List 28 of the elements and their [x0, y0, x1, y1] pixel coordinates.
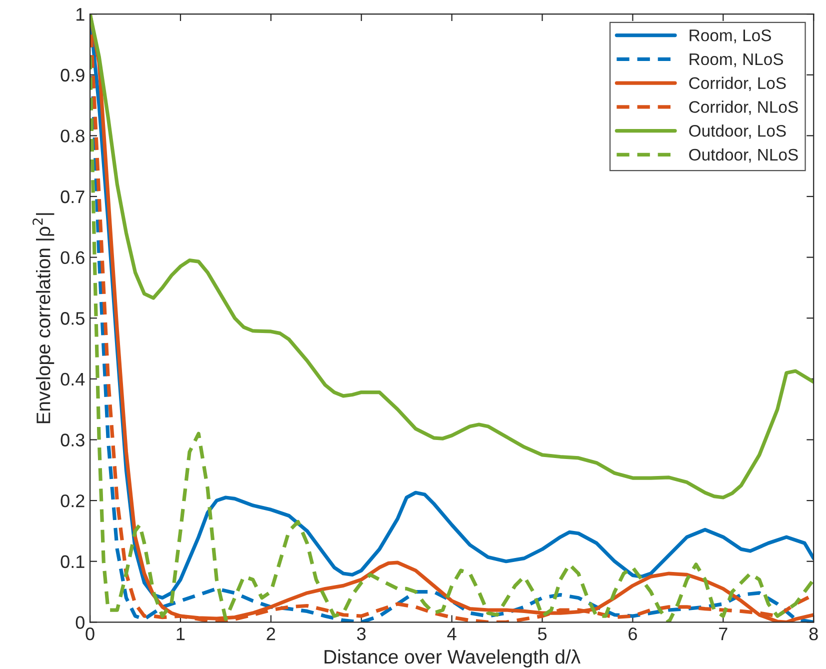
x-tick-label: 7: [719, 628, 728, 640]
legend-label: Corridor, LoS: [689, 76, 786, 91]
legend-label: Room, NLoS: [690, 53, 784, 68]
x-tick-label: 0: [86, 628, 94, 640]
y-tick-label: 0.9: [60, 68, 84, 82]
x-tick-label: 3: [357, 628, 366, 640]
x-tick-label: 1: [176, 628, 185, 640]
legend-label: Outdoor, NLoS: [689, 148, 798, 163]
y-tick-label: 0.3: [60, 434, 84, 446]
y-tick-label: 0.2: [60, 494, 84, 508]
x-tick-label: 5: [538, 628, 547, 640]
y-tick-label: 0: [76, 616, 84, 629]
x-axis-title: Distance over Wavelength d/λ: [324, 649, 580, 668]
y-tick-label: 0.1: [60, 555, 84, 568]
x-tick-label: 8: [809, 628, 818, 640]
y-tick-label: 0.4: [60, 372, 85, 386]
y-tick-label: 0.5: [60, 312, 84, 325]
y-tick-label: 0.8: [60, 130, 84, 142]
y-tick-label: 1: [76, 8, 84, 21]
y-tick-label: 0.6: [60, 251, 84, 264]
y-tick-label: 0.7: [60, 190, 84, 204]
y-axis-title: Envelope correlation |ρ$^{2}$|: [32, 213, 54, 424]
x-tick-label: 4: [447, 628, 456, 640]
legend-label: Corridor, NLoS: [689, 100, 798, 115]
x-tick-label: 2: [266, 628, 276, 640]
x-tick-label: 6: [628, 628, 637, 640]
legend-label: Room, LoS: [690, 29, 771, 44]
legend-label: Outdoor, LoS: [689, 124, 786, 139]
